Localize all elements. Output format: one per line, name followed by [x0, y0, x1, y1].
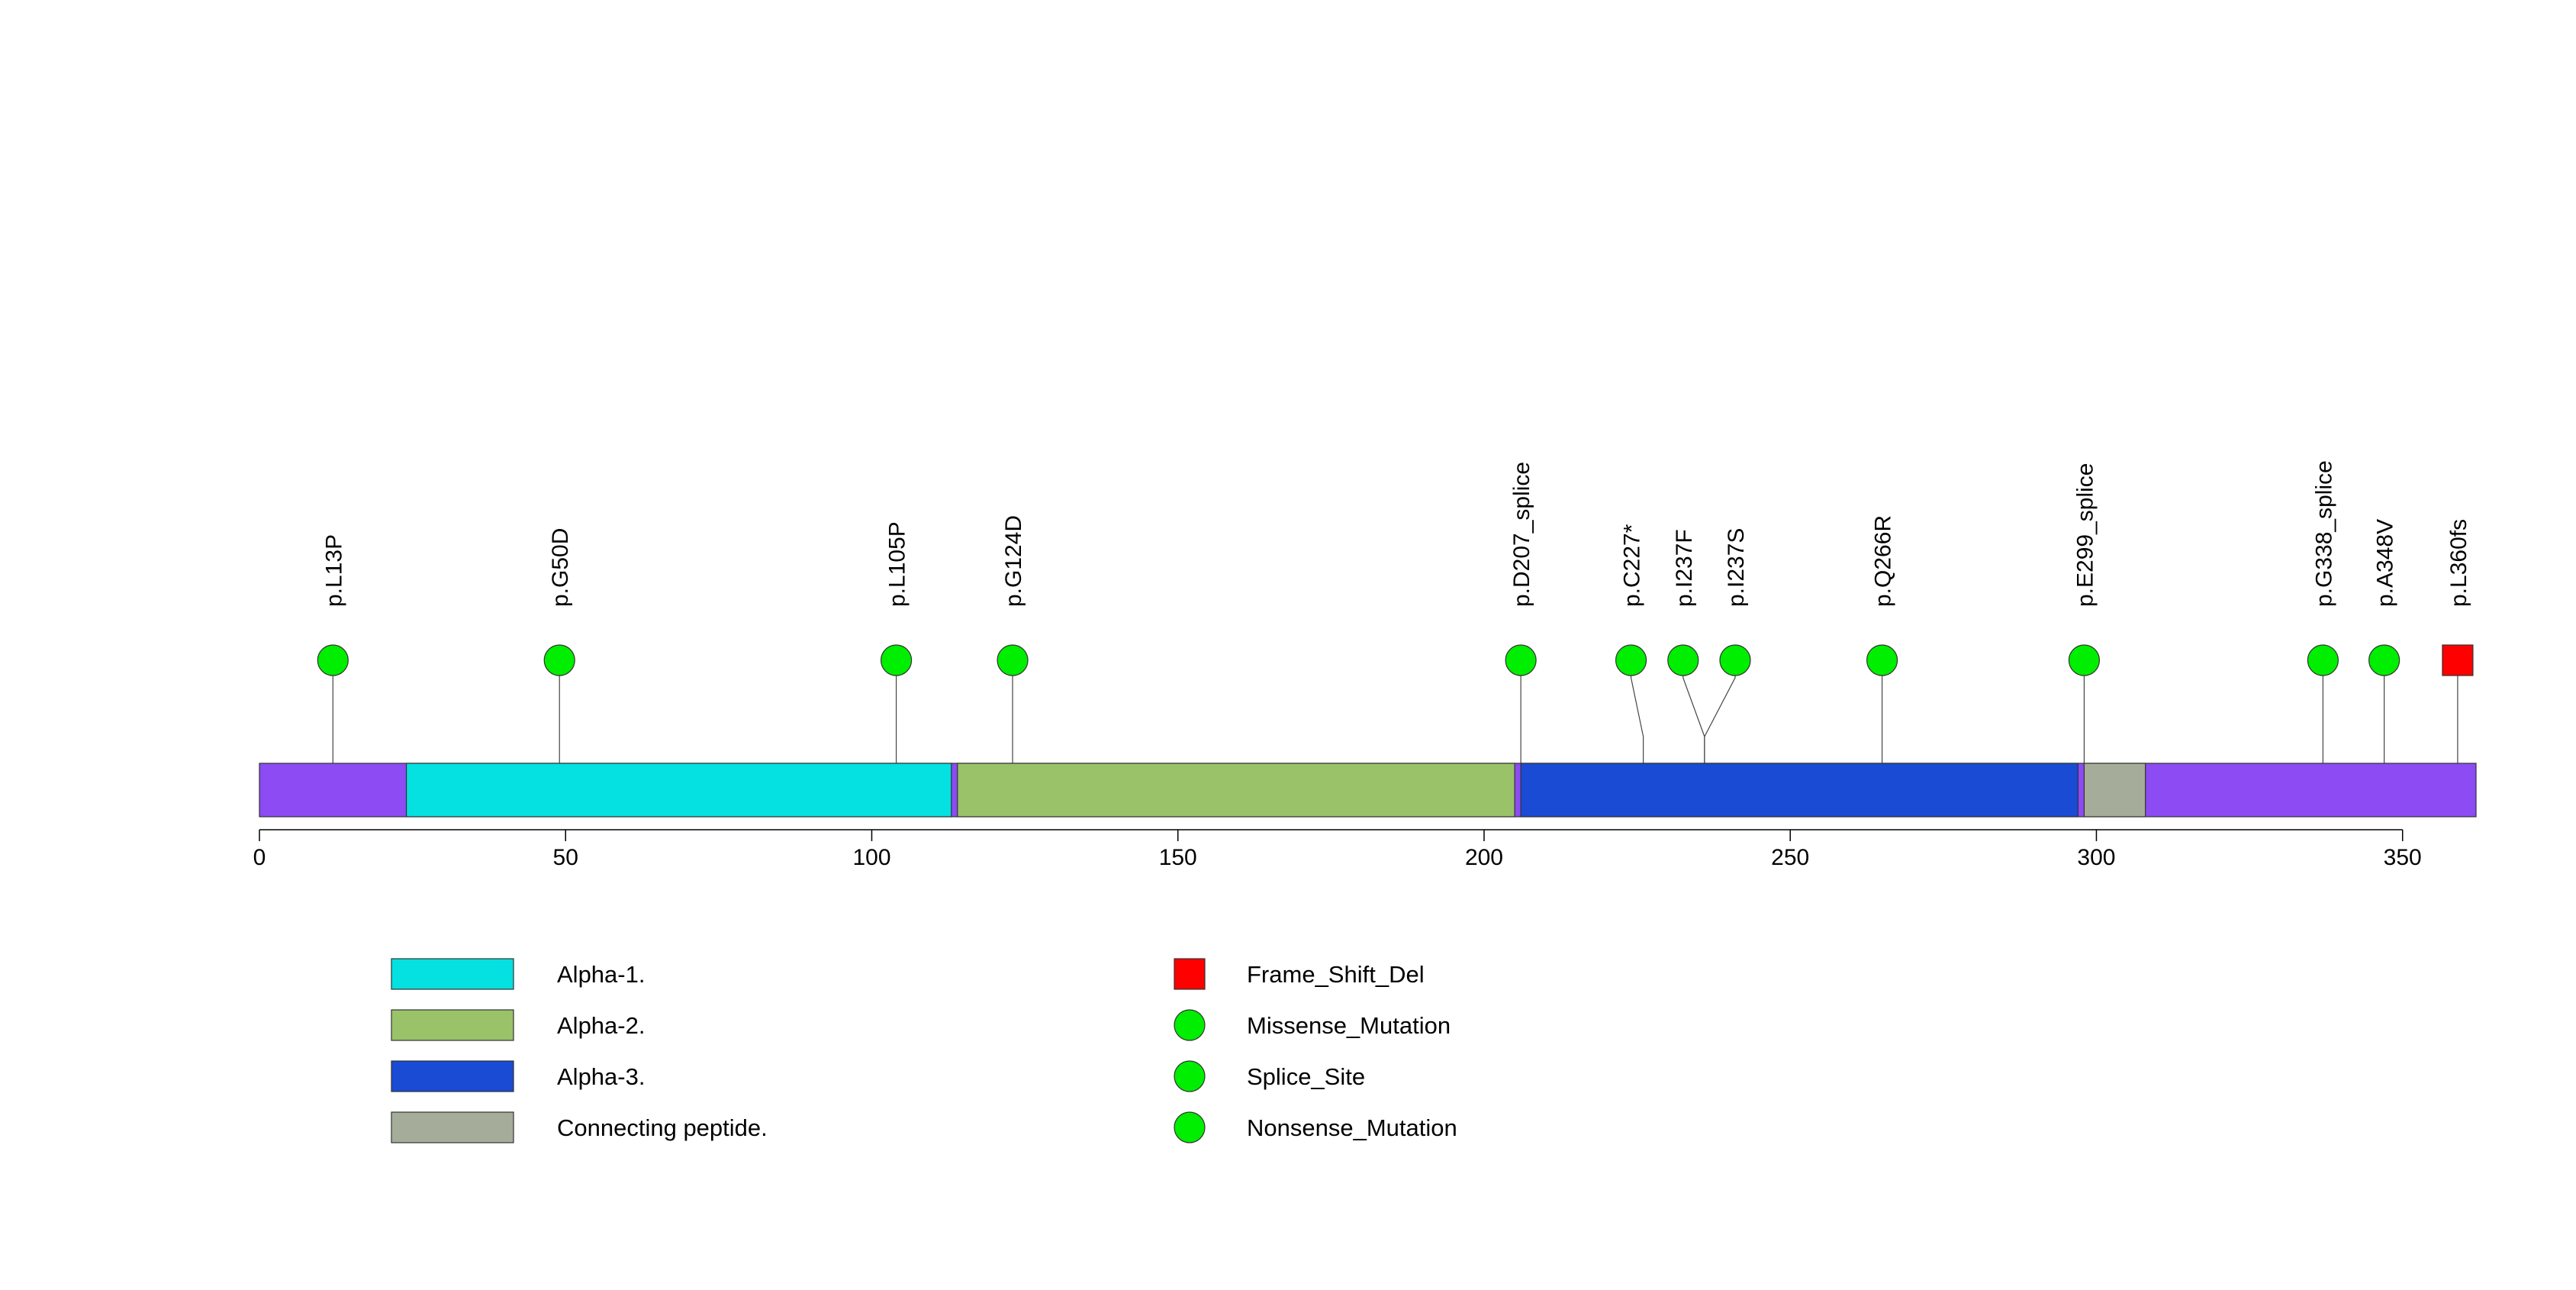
- domain-alpha-3: [1520, 763, 2079, 818]
- mutation-label: p.L13P: [321, 534, 346, 607]
- x-tick-label: 150: [1159, 845, 1197, 870]
- missense-mutation-marker[interactable]: [997, 644, 1029, 676]
- legend-circle-marker: [1174, 1060, 1206, 1092]
- x-tick-label: 200: [1465, 845, 1503, 870]
- missense-mutation-marker[interactable]: [1719, 644, 1751, 676]
- legend-swatch: [391, 1009, 514, 1041]
- splice-site-marker[interactable]: [1505, 644, 1537, 676]
- mutation-label: p.D207_splice: [1509, 462, 1534, 607]
- legend-label: Connecting peptide.: [557, 1114, 768, 1141]
- mutation-label: p.E299_splice: [2072, 463, 2098, 607]
- mutation-label: p.G50D: [548, 528, 573, 607]
- nonsense-mutation-marker[interactable]: [1615, 644, 1647, 676]
- mutation-label: p.C227*: [1620, 524, 1645, 607]
- domain-alpha-2: [957, 763, 1515, 818]
- domain-connecting-peptide: [2083, 763, 2146, 818]
- legend-swatch: [391, 958, 514, 990]
- mutation-label: p.I237F: [1672, 529, 1697, 607]
- mutation-label: p.Q266R: [1871, 515, 1896, 607]
- missense-mutation-marker[interactable]: [880, 644, 913, 676]
- x-tick-label: 0: [253, 845, 266, 870]
- mutation-markers: [317, 644, 2474, 676]
- legend-swatch: [391, 1111, 514, 1143]
- x-tick-label: 250: [1771, 845, 1809, 870]
- mutation-label: p.I237S: [1724, 528, 1749, 607]
- legend-label: Frame_Shift_Del: [1247, 961, 1425, 988]
- mutation-label: p.L105P: [885, 521, 910, 607]
- missense-mutation-marker[interactable]: [317, 644, 349, 676]
- missense-mutation-marker[interactable]: [1866, 644, 1898, 676]
- legend-circle-marker: [1174, 1111, 1206, 1143]
- legend-label: Missense_Mutation: [1247, 1012, 1451, 1039]
- x-tick-label: 50: [553, 845, 578, 870]
- missense-mutation-marker[interactable]: [1667, 644, 1699, 676]
- x-axis: 0 50 100 150 200 250 300 350: [253, 829, 2422, 870]
- legend-circle-marker: [1174, 1009, 1206, 1041]
- mutation-label: p.G124D: [1001, 515, 1026, 607]
- missense-mutation-marker[interactable]: [2368, 644, 2401, 676]
- x-tick-label: 350: [2384, 845, 2422, 870]
- legend-label: Nonsense_Mutation: [1247, 1114, 1457, 1141]
- protein-backbone-group: [259, 763, 2477, 818]
- legend-square-marker: [1174, 958, 1206, 990]
- legend-label: Alpha-1.: [557, 961, 645, 988]
- splice-site-marker[interactable]: [2307, 644, 2339, 676]
- mutation-labels: p.L13P p.G50D p.L105P p.G124D p.D207_splice p…: [321, 460, 2471, 607]
- splice-site-marker[interactable]: [2068, 644, 2101, 676]
- mutation-label: p.A348V: [2373, 519, 2398, 607]
- mutation-label: p.G338_splice: [2311, 460, 2336, 607]
- legend-swatch: [391, 1060, 514, 1092]
- domain-alpha-1: [405, 763, 952, 818]
- legend-label: Splice_Site: [1247, 1063, 1365, 1090]
- mutation-label: p.L360fs: [2446, 519, 2471, 607]
- x-tick-label: 100: [852, 845, 890, 870]
- legend: Alpha-1. Alpha-2. Alpha-3. Connecting pepti…: [391, 958, 1457, 1143]
- missense-mutation-marker[interactable]: [543, 644, 575, 676]
- frame-shift-marker[interactable]: [2442, 644, 2474, 676]
- x-tick-label: 300: [2077, 845, 2115, 870]
- legend-label: Alpha-2.: [557, 1012, 645, 1039]
- legend-label: Alpha-3.: [557, 1063, 645, 1090]
